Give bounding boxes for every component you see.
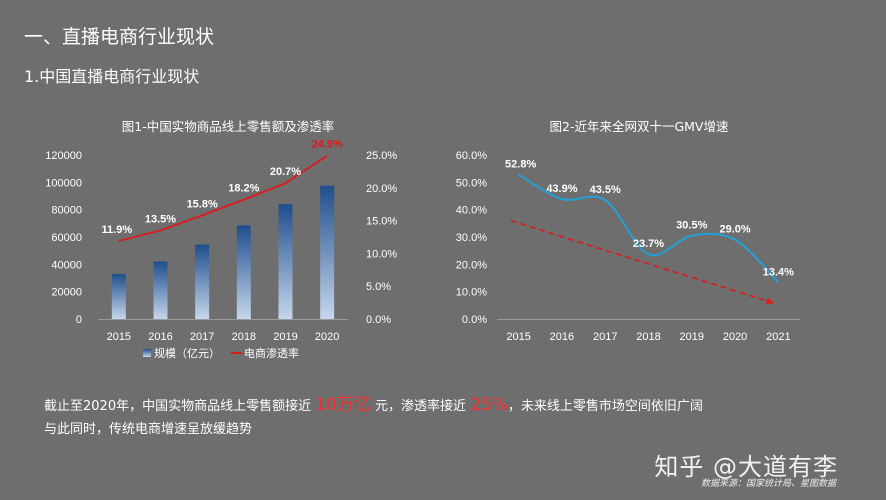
chart1-rate-line (118, 154, 328, 242)
chart1-bar (236, 225, 251, 319)
chart2-point-label: 43.5% (590, 184, 621, 196)
chart1-xtick: 2016 (148, 331, 172, 343)
chart1-rate-label: 15.8% (187, 198, 218, 210)
source-note: 数据来源：国家统计局、星图数据 (700, 479, 836, 489)
chart2-ytick: 40.0% (456, 205, 487, 217)
chart2-point-label: 23.7% (633, 238, 664, 250)
chart1-rate-label: 18.2% (228, 183, 259, 195)
chart1-yright-tick: 0.0% (366, 314, 391, 326)
chart2-point-label: 13.4% (763, 266, 794, 278)
chart1-yleft-tick: 20000 (51, 287, 82, 299)
chart1-legend-line-label: 电商渗透率 (244, 346, 299, 360)
chart2-xtick: 2019 (680, 331, 704, 343)
page-title: 一、直播电商行业现状 (24, 26, 215, 48)
chart2-xtick: 2015 (506, 331, 530, 343)
chart1-xtick: 2015 (107, 331, 131, 343)
chart2-point-label: 52.8% (505, 159, 536, 171)
chart1-bar (320, 185, 335, 319)
chart2-xtick: 2020 (723, 331, 747, 343)
chart2-gmv-line (518, 173, 780, 284)
chart1-yleft-tick: 80000 (51, 205, 82, 217)
chart2-xtick: 2016 (550, 331, 574, 343)
chart2-xtick: 2018 (636, 331, 660, 343)
chart1-plot: 0 20000 40000 60000 80000 100000 120000 0.0% 5.0… (45, 139, 397, 360)
page-subtitle: 1.中国直播电商行业现状 (24, 67, 200, 86)
chart2-point-label: 29.0% (719, 224, 750, 236)
summary-line2: 与此同时，传统电商增速呈放缓趋势 (44, 422, 253, 437)
chart1-legend-bar-swatch (143, 349, 151, 357)
chart1-xtick: 2018 (232, 331, 256, 343)
chart1-rate-label: 13.5% (145, 213, 176, 225)
chart1-bar (278, 204, 293, 319)
summary-highlight-rate: 25% (470, 395, 508, 415)
chart2-xtick: 2017 (593, 331, 617, 343)
chart1-bar (195, 244, 210, 319)
chart1-yleft-tick: 120000 (45, 150, 82, 162)
chart1-yleft-tick: 40000 (51, 259, 82, 271)
chart2-ytick: 50.0% (456, 177, 487, 189)
summary-highlight-revenue: 10万亿 (315, 395, 371, 415)
chart1-yleft-tick: 60000 (51, 232, 82, 244)
chart2-ytick: 60.0% (456, 150, 487, 162)
chart2-trend-arrow (510, 219, 775, 305)
chart1-yleft-tick: 100000 (45, 177, 82, 189)
chart1-rate-label: 24.9% (312, 139, 343, 151)
chart1-yright-tick: 20.0% (366, 183, 397, 195)
chart1-rate-label: 11.9% (102, 224, 133, 236)
chart1-rate-label: 20.7% (270, 166, 301, 178)
chart1-legend-bar-label: 规模（亿元） (154, 346, 220, 360)
chart1-title: 图1-中国实物商品线上零售额及渗透率 (121, 119, 335, 134)
chart1-yleft-tick: 0 (76, 314, 82, 326)
summary-text-1: 截止至2020年，中国实物商品线上零售额接近 (44, 399, 316, 414)
chart2-plot: 0.0% 10.0% 20.0% 30.0% 40.0% 50.0% 60.0% 2015 20… (456, 150, 800, 343)
chart2-ytick: 20.0% (456, 259, 487, 271)
chart1-yright-tick: 25.0% (366, 150, 397, 162)
chart1-bar (153, 261, 168, 319)
chart2-xtick: 2021 (766, 331, 790, 343)
chart2-point-label: 30.5% (676, 220, 707, 232)
chart1-yright-tick: 5.0% (366, 281, 391, 293)
chart1-xtick: 2017 (190, 331, 214, 343)
chart1-yright-tick: 15.0% (366, 216, 397, 228)
chart2-ytick: 30.0% (456, 232, 487, 244)
chart1-xtick: 2020 (315, 331, 339, 343)
chart2-title: 图2-近年来全网双十一GMV增速 (549, 119, 729, 134)
watermark: 知乎 @大道有李 (654, 453, 838, 481)
chart2-ytick: 0.0% (462, 314, 487, 326)
summary-line1: 截止至2020年，中国实物商品线上零售额接近 10万亿 元，渗透率接近 25%，… (44, 393, 703, 419)
chart1-bar (111, 273, 126, 319)
chart2-point-label: 43.9% (546, 183, 577, 195)
chart2-ytick: 10.0% (456, 287, 487, 299)
summary-text-2: 元，渗透率接近 (370, 399, 471, 414)
chart1-yright-tick: 10.0% (366, 248, 397, 260)
chart1-xtick: 2019 (273, 331, 297, 343)
summary-text-3: ，未来线上零售市场空间依旧广阔 (507, 399, 703, 414)
